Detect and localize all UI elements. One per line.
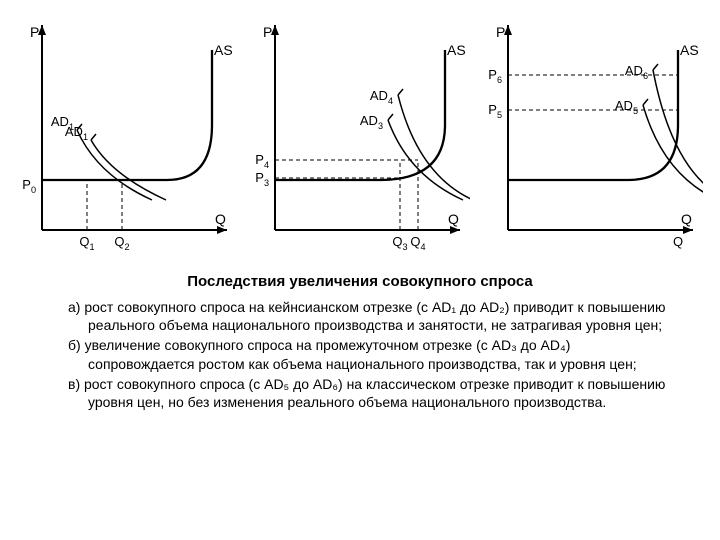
svg-text:P: P	[30, 24, 39, 40]
svg-text:Q1: Q1	[79, 234, 94, 252]
svg-text:Q3: Q3	[392, 234, 407, 252]
body-text: а) рост совокупного спроса на кейнсианск…	[10, 298, 710, 411]
chart-classical: P Q AS AD5 AD6 P6 P5 Q	[483, 10, 703, 265]
svg-text:Q: Q	[215, 211, 226, 227]
svg-text:AD4: AD4	[370, 88, 393, 106]
svg-text:Q: Q	[681, 211, 692, 227]
svg-text:P: P	[263, 24, 272, 40]
svg-text:P6: P6	[489, 67, 503, 85]
svg-text:AS: AS	[447, 42, 466, 58]
svg-text:AS: AS	[680, 42, 699, 58]
svg-text:AD3: AD3	[360, 113, 383, 131]
svg-text:P5: P5	[489, 102, 503, 120]
svg-text:Q: Q	[448, 211, 459, 227]
chart-intermediate: P Q AS AD3 AD4 P4P3 Q3Q4	[250, 10, 470, 265]
paragraph: в) рост совокупного спроса (с AD₅ до AD₆…	[40, 375, 680, 411]
svg-text:AD5: AD5	[615, 98, 638, 116]
chart-keynesian: PQASAD1AD1P0Q1Q2	[17, 10, 237, 265]
charts-row: PQASAD1AD1P0Q1Q2 PQASAD3AD4P4P3Q3Q4 PQAS…	[10, 10, 710, 265]
svg-text:Q4: Q4	[410, 234, 425, 252]
svg-text:AS: AS	[214, 42, 233, 58]
svg-text:Q2: Q2	[114, 234, 129, 252]
svg-text:Q: Q	[673, 234, 683, 249]
paragraph: б) увеличение совокупного спроса на пром…	[40, 336, 680, 372]
svg-text:P4: P4	[255, 152, 269, 170]
svg-text:P3: P3	[255, 170, 269, 188]
paragraph: а) рост совокупного спроса на кейнсианск…	[40, 298, 680, 334]
heading: Последствия увеличения совокупного спрос…	[10, 273, 710, 290]
svg-text:AD1: AD1	[65, 124, 88, 142]
svg-text:P: P	[496, 24, 505, 40]
svg-text:AD6: AD6	[625, 63, 648, 81]
svg-text:P0: P0	[22, 177, 36, 195]
